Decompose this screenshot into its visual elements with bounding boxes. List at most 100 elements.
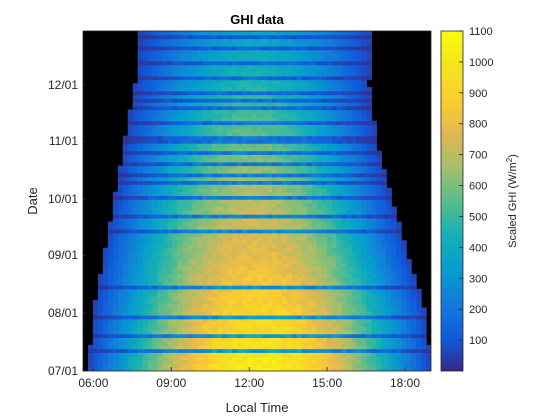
heatmap-cell [242, 292, 248, 297]
heatmap-cell [202, 109, 208, 114]
heatmap-cell [182, 116, 188, 122]
heatmap-row [132, 94, 372, 99]
heatmap-cell [162, 150, 169, 155]
heatmap-cell [336, 240, 343, 245]
heatmap-cell [162, 352, 169, 357]
heatmap-cell [361, 64, 367, 69]
heatmap-cell [371, 158, 377, 163]
heatmap-cell [152, 225, 159, 230]
heatmap-cell [212, 98, 218, 103]
heatmap-cell [306, 236, 313, 241]
heatmap-cell [152, 87, 159, 92]
heatmap-cell [222, 165, 228, 170]
heatmap-cell [301, 329, 308, 335]
heatmap-cell [132, 285, 139, 290]
heatmap-cell [182, 322, 188, 327]
heatmap-cell [366, 311, 372, 316]
heatmap-cell [157, 288, 164, 294]
heatmap-cell [351, 180, 358, 185]
heatmap-cell [177, 116, 184, 122]
heatmap-cell [142, 221, 149, 226]
heatmap-cell [187, 57, 193, 62]
heatmap-cell [177, 79, 184, 84]
heatmap-cell [132, 172, 139, 178]
heatmap-cell [217, 109, 223, 114]
heatmap-cell [217, 311, 223, 316]
heatmap-cell [286, 344, 293, 350]
heatmap-cell [331, 154, 338, 159]
heatmap-cell [212, 240, 218, 245]
heatmap-cell [326, 348, 333, 353]
heatmap-cell [356, 221, 362, 226]
heatmap-cell [252, 273, 258, 279]
heatmap-cell [331, 210, 338, 215]
heatmap-cell [351, 326, 358, 331]
heatmap-cell [217, 243, 223, 249]
heatmap-cell [192, 247, 198, 253]
heatmap-cell [247, 158, 253, 163]
heatmap-cell [416, 344, 422, 350]
heatmap-cell [366, 292, 372, 297]
heatmap-cell [276, 176, 283, 182]
heatmap-cell [217, 161, 223, 167]
heatmap-cell [326, 206, 333, 211]
heatmap-cell [326, 337, 333, 342]
heatmap-cell [162, 359, 169, 365]
heatmap-cell [177, 87, 184, 92]
heatmap-cell [237, 90, 243, 96]
heatmap-cell [222, 158, 228, 163]
heatmap-cell [127, 229, 134, 234]
heatmap-cell [227, 296, 233, 301]
heatmap-cell [247, 83, 253, 88]
heatmap-cell [132, 266, 139, 271]
heatmap-cell [202, 105, 208, 111]
heatmap-cell [217, 64, 223, 69]
heatmap-cell [336, 131, 343, 137]
heatmap-cell [227, 124, 233, 129]
heatmap-cell [266, 225, 273, 230]
heatmap-cell [261, 94, 268, 99]
heatmap-cell [192, 281, 198, 286]
heatmap-cell [227, 57, 233, 62]
heatmap-cell [122, 251, 129, 256]
heatmap-cell [346, 94, 353, 99]
heatmap-cell [271, 303, 278, 309]
heatmap-cell [172, 221, 179, 226]
heatmap-cell [261, 158, 268, 163]
heatmap-cell [356, 363, 362, 368]
heatmap-cell [351, 285, 358, 290]
heatmap-cell [207, 266, 213, 271]
heatmap-cell [376, 288, 382, 294]
heatmap-cell [316, 161, 323, 167]
heatmap-cell [217, 105, 223, 111]
heatmap-cell [227, 221, 233, 226]
heatmap-cell [276, 195, 283, 200]
heatmap-cell [142, 64, 149, 69]
heatmap-cell [361, 184, 367, 189]
heatmap-cell [266, 60, 273, 66]
heatmap-cell [386, 318, 392, 324]
heatmap-cell [271, 172, 278, 178]
heatmap-cell [286, 195, 293, 200]
heatmap-cell [311, 75, 318, 81]
heatmap-cell [197, 101, 203, 107]
heatmap-cell [187, 161, 193, 167]
heatmap-cell [217, 214, 223, 219]
heatmap-cell [152, 150, 159, 155]
heatmap-cell [112, 285, 119, 290]
heatmap-cell [152, 236, 159, 241]
heatmap-cell [157, 143, 164, 148]
heatmap-cell [346, 169, 353, 174]
heatmap-cell [167, 165, 174, 170]
heatmap-cell [162, 202, 169, 208]
heatmap-cell [361, 57, 367, 62]
heatmap-cell [296, 277, 303, 282]
heatmap-cell [122, 202, 129, 208]
heatmap-cell [356, 158, 362, 163]
heatmap-cell [197, 285, 203, 290]
heatmap-cell [281, 322, 288, 327]
heatmap-cell [321, 273, 328, 279]
heatmap-cell [157, 292, 164, 297]
heatmap-cell [242, 270, 248, 275]
heatmap-cell [371, 352, 377, 357]
